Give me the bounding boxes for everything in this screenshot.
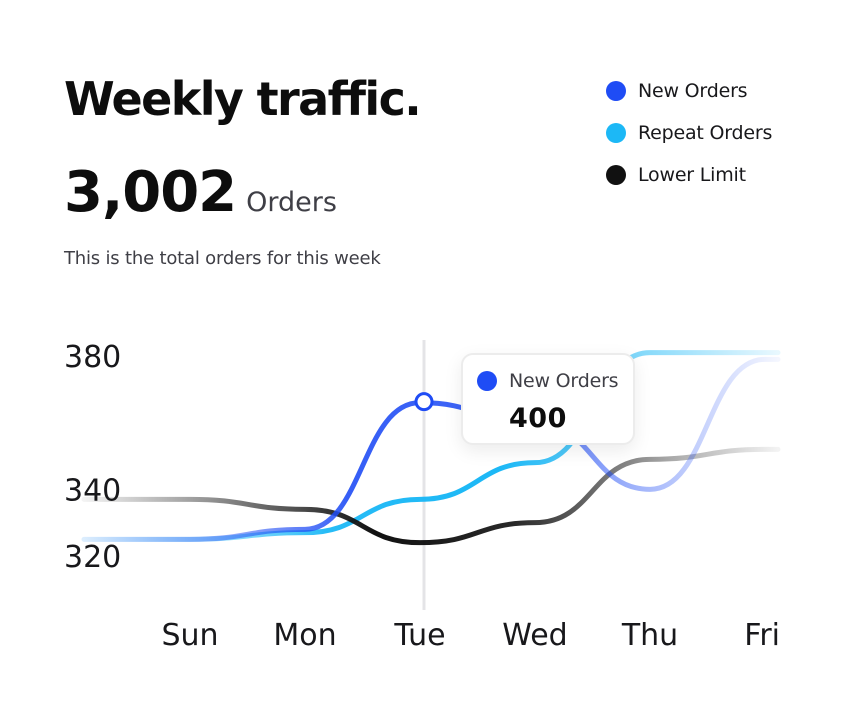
legend-label-new-orders: New Orders: [638, 80, 748, 102]
highlight-point[interactable]: [414, 392, 434, 412]
y-tick-label: 320: [64, 540, 121, 575]
page-title: Weekly traffic.: [64, 72, 422, 126]
legend-item-new-orders[interactable]: New Orders: [606, 70, 772, 112]
series-line-lower-limit[interactable]: [81, 446, 781, 546]
y-tick-label: 340: [64, 473, 121, 508]
chart-legend: New Orders Repeat Orders Lower Limit: [606, 70, 772, 196]
x-tick-label: Tue: [393, 618, 445, 653]
series-line-new-orders[interactable]: [81, 356, 781, 542]
y-tick-label: 380: [64, 340, 121, 375]
x-tick-label: Sun: [161, 618, 218, 653]
legend-item-repeat-orders[interactable]: Repeat Orders: [606, 112, 772, 154]
x-tick-label: Fri: [744, 618, 780, 653]
x-tick-label: Mon: [273, 618, 336, 653]
tooltip-series-label: New Orders: [509, 370, 619, 392]
tooltip-value: 400: [509, 403, 567, 434]
x-tick-label: Thu: [621, 618, 678, 653]
legend-dot-repeat-orders: [606, 123, 626, 143]
legend-item-lower-limit[interactable]: Lower Limit: [606, 154, 772, 196]
legend-label-repeat-orders: Repeat Orders: [638, 122, 773, 144]
chart-subtitle: This is the total orders for this week: [64, 248, 381, 269]
series-line-repeat-orders[interactable]: [81, 350, 781, 542]
legend-label-lower-limit: Lower Limit: [638, 164, 746, 186]
x-tick-label: Wed: [502, 618, 567, 653]
chart-tooltip: New Orders 400: [461, 353, 635, 445]
total-orders-value: 3,002: [64, 160, 237, 225]
total-orders: 3,002 Orders: [64, 160, 337, 225]
total-orders-unit: Orders: [246, 187, 337, 218]
tooltip-series-dot: [477, 371, 497, 391]
legend-dot-lower-limit: [606, 165, 626, 185]
legend-dot-new-orders: [606, 81, 626, 101]
